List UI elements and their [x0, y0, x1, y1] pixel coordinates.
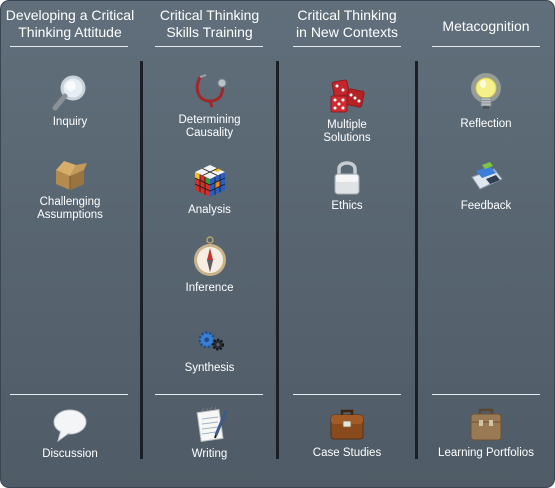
item-synthesis[interactable]: Synthesis [143, 327, 276, 375]
column-skills-training: Critical Thinking Skills Training Determ… [143, 1, 276, 487]
footer-rule [10, 394, 128, 395]
item-ethics[interactable]: Ethics [279, 157, 415, 213]
chat-feedback-icon [471, 162, 503, 190]
item-label: Feedback [460, 200, 512, 212]
heading-rule [10, 46, 128, 47]
column-metacognition: Metacognition Reflection Feedback [418, 1, 554, 487]
heading-rule [432, 46, 540, 47]
item-case-studies[interactable]: Case Studies [279, 404, 415, 460]
briefcase-icon [330, 409, 364, 440]
item-feedback[interactable]: Feedback [418, 157, 554, 213]
compass-icon [193, 236, 226, 276]
column-heading: Developing a Critical Thinking Attitude [5, 7, 135, 40]
item-label: Challenging Assumptions [37, 196, 103, 221]
item-label: Inquiry [52, 116, 88, 128]
padlock-icon [334, 161, 360, 195]
item-label: Synthesis [184, 362, 235, 374]
column-critical-thinking-attitude: Developing a Critical Thinking Attitude … [1, 1, 139, 487]
stethoscope-icon [195, 74, 226, 108]
column-separator [415, 61, 418, 459]
portfolio-icon [470, 408, 502, 441]
column-separator [140, 61, 143, 459]
column-heading: Critical Thinking Skills Training [159, 7, 260, 40]
rubiks-cube-icon [194, 165, 225, 197]
item-label: Writing [191, 448, 228, 460]
light-bulb-icon [471, 73, 501, 109]
item-label: Learning Portfolios [438, 447, 534, 459]
item-writing[interactable]: Writing [143, 405, 276, 461]
item-label: Reflection [460, 118, 512, 130]
footer-rule [432, 394, 540, 395]
dice-icon [330, 79, 365, 113]
notepad-pen-icon [196, 406, 227, 442]
column-new-contexts: Critical Thinking in New Contexts Multip… [279, 1, 415, 487]
gears-icon [197, 331, 224, 351]
column-separator [276, 61, 279, 459]
item-determining-causality[interactable]: Determining Causality [143, 71, 276, 140]
heading-rule [293, 46, 401, 47]
item-analysis[interactable]: Analysis [143, 161, 276, 217]
column-heading: Metacognition [442, 18, 530, 34]
footer-rule [155, 394, 263, 395]
item-label: Inference [185, 282, 234, 294]
item-multiple-solutions[interactable]: Multiple Solutions [279, 76, 415, 145]
item-label: Analysis [188, 204, 231, 216]
item-challenging-assumptions[interactable]: Challenging Assumptions [1, 153, 139, 222]
item-label: Ethics [331, 200, 363, 212]
magnifier-icon [52, 75, 86, 111]
footer-rule [293, 394, 401, 395]
item-reflection[interactable]: Reflection [418, 71, 554, 131]
open-box-icon [56, 161, 87, 190]
heading-rule [155, 46, 263, 47]
item-discussion[interactable]: Discussion [1, 405, 139, 461]
item-label: Discussion [42, 448, 98, 460]
item-label: Determining Causality [178, 114, 241, 139]
item-inquiry[interactable]: Inquiry [1, 73, 139, 129]
item-label: Multiple Solutions [323, 119, 371, 144]
item-label: Case Studies [312, 447, 382, 459]
item-inference[interactable]: Inference [143, 233, 276, 295]
speech-bubble-icon [53, 409, 87, 443]
column-heading: Critical Thinking in New Contexts [296, 7, 398, 40]
item-learning-portfolios[interactable]: Learning Portfolios [418, 404, 554, 460]
